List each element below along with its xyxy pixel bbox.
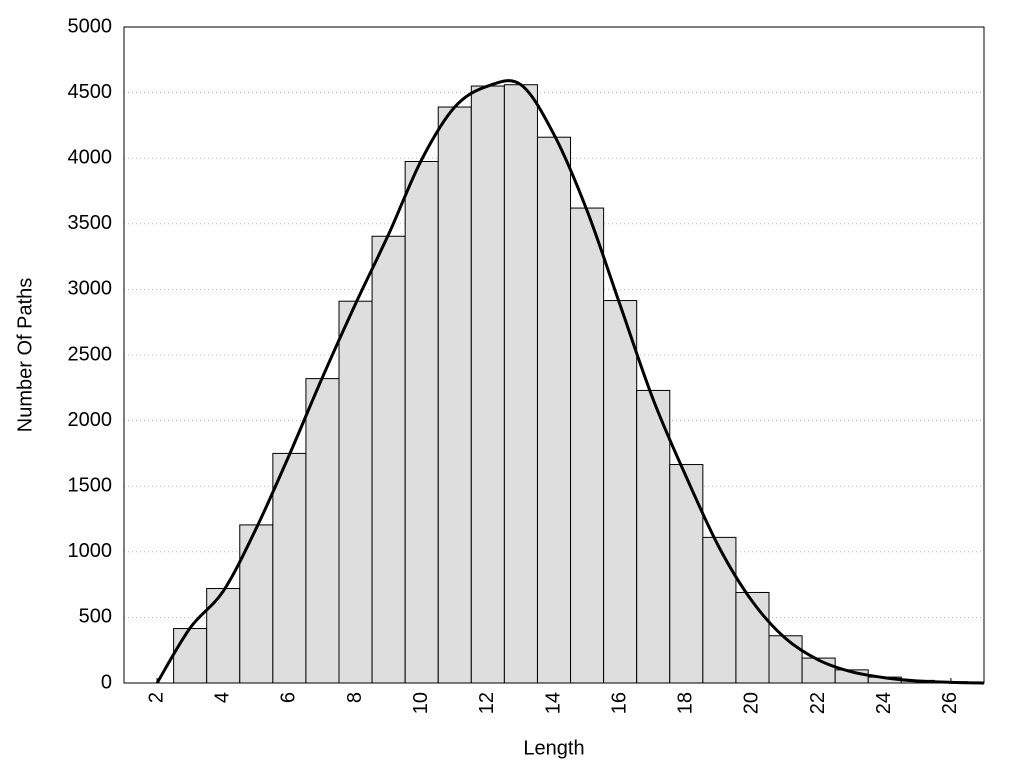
- x-tick-label: 8: [344, 692, 366, 703]
- bar: [768, 635, 803, 684]
- y-axis-label: Number Of Paths: [14, 278, 36, 433]
- y-tick-label: 5000: [68, 15, 113, 37]
- bar: [702, 536, 737, 684]
- bar: [173, 628, 208, 684]
- bar: [305, 378, 340, 684]
- y-tick-label: 1000: [68, 540, 113, 562]
- bar: [338, 300, 373, 684]
- x-tick-label: 20: [741, 692, 763, 714]
- x-tick-label: 18: [675, 692, 697, 714]
- density-curve: [155, 79, 985, 685]
- y-tick-label: 0: [101, 671, 112, 693]
- x-tick-label: 22: [807, 692, 829, 714]
- x-tick-label: 24: [873, 692, 895, 714]
- bar: [536, 136, 572, 684]
- bar: [272, 452, 307, 684]
- bar: [470, 85, 505, 684]
- y-tick-label: 2000: [68, 409, 113, 431]
- x-tick-label: 14: [542, 692, 564, 714]
- bar: [371, 235, 406, 684]
- bar: [603, 300, 638, 684]
- bar: [437, 106, 472, 684]
- y-tick-label: 2500: [68, 343, 113, 365]
- bar: [801, 657, 836, 684]
- x-axis-label: Length: [523, 737, 584, 759]
- x-tick-label: 6: [278, 692, 300, 703]
- x-tick-label: 2: [145, 692, 167, 703]
- bar: [636, 389, 671, 684]
- y-tick-label: 3000: [68, 278, 113, 300]
- bar: [503, 84, 538, 684]
- x-tick-label: 16: [608, 692, 630, 714]
- y-tick-label: 4500: [68, 81, 113, 103]
- plot-frame: [123, 26, 985, 684]
- x-tick-label: 10: [410, 692, 432, 714]
- bar: [669, 464, 704, 684]
- bar: [735, 591, 770, 684]
- y-tick-label: 1500: [68, 474, 113, 496]
- y-tick-label: 3500: [68, 212, 113, 234]
- y-tick-label: 4000: [68, 146, 113, 168]
- bar: [570, 207, 605, 684]
- x-tick-label: 12: [476, 692, 498, 714]
- bar: [206, 588, 241, 684]
- bar: [404, 160, 439, 684]
- y-tick-label: 500: [79, 606, 112, 628]
- x-tick-label: 26: [939, 692, 961, 714]
- x-tick-label: 4: [212, 692, 234, 703]
